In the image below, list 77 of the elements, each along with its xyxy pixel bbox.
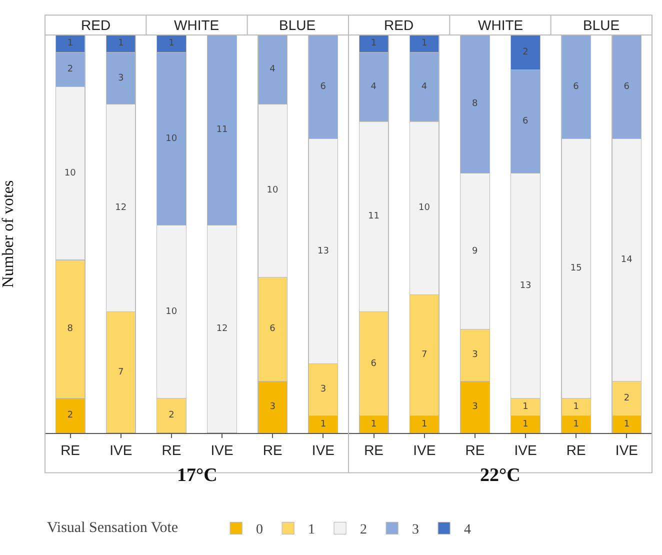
data-label: 3 bbox=[270, 402, 276, 412]
data-label: 1 bbox=[522, 419, 528, 430]
data-label: 1 bbox=[522, 402, 528, 412]
x-tick-label: RE bbox=[465, 442, 485, 458]
data-label: 3 bbox=[472, 350, 478, 360]
text: 17°C bbox=[177, 465, 218, 486]
data-label: 1 bbox=[573, 419, 579, 430]
data-label: 1 bbox=[320, 419, 326, 430]
legend-label: 3 bbox=[412, 522, 420, 538]
data-label: 12 bbox=[115, 203, 127, 214]
x-tick-label: RE bbox=[162, 442, 182, 458]
data-label: 1 bbox=[624, 419, 630, 430]
data-label: 1 bbox=[422, 419, 428, 430]
data-label: 2 bbox=[168, 410, 174, 421]
text: 22°C bbox=[480, 465, 520, 486]
data-label: 4 bbox=[370, 82, 377, 92]
x-tick-label: IVE bbox=[514, 442, 537, 458]
text: RED bbox=[81, 17, 111, 33]
data-label: 1 bbox=[370, 38, 377, 49]
data-label: 2 bbox=[624, 393, 630, 404]
data-label: 1 bbox=[573, 402, 579, 412]
legend-label: 2 bbox=[360, 522, 368, 538]
data-label: 12 bbox=[216, 324, 228, 334]
data-label: 1 bbox=[422, 38, 428, 49]
data-label: 7 bbox=[422, 350, 428, 360]
y-axis-title: Number of votes bbox=[0, 180, 17, 288]
data-label: 1 bbox=[168, 38, 174, 49]
data-label: 1 bbox=[118, 38, 124, 49]
x-tick-label: RE bbox=[364, 442, 384, 458]
data-label: 13 bbox=[317, 246, 329, 256]
data-label: 10 bbox=[418, 203, 430, 214]
text: WHITE bbox=[174, 17, 220, 33]
text: RED bbox=[384, 17, 414, 33]
data-label: 15 bbox=[570, 264, 582, 274]
data-label: 6 bbox=[320, 82, 326, 92]
data-label: 9 bbox=[472, 246, 478, 256]
data-label: 8 bbox=[67, 324, 74, 334]
x-tick-label: RE bbox=[262, 442, 282, 458]
data-label: 8 bbox=[472, 99, 478, 110]
x-tick-label: RE bbox=[566, 442, 586, 458]
data-label: 10 bbox=[166, 134, 178, 144]
data-label: 11 bbox=[368, 212, 380, 222]
data-label: 3 bbox=[320, 384, 326, 395]
x-tick-label: IVE bbox=[312, 442, 334, 458]
x-tick-label: IVE bbox=[615, 442, 638, 458]
x-tick-label: RE bbox=[60, 442, 80, 458]
data-label: 14 bbox=[620, 254, 633, 265]
data-label: 4 bbox=[270, 64, 276, 75]
x-tick-label: IVE bbox=[110, 442, 132, 458]
data-label: 1 bbox=[370, 419, 377, 430]
data-label: 6 bbox=[624, 82, 630, 92]
text: BLUE bbox=[279, 17, 316, 33]
data-label: 2 bbox=[67, 64, 74, 75]
x-tick-label: IVE bbox=[413, 442, 436, 458]
data-label: 3 bbox=[118, 73, 124, 84]
data-label: 6 bbox=[573, 82, 580, 92]
x-tick-label: IVE bbox=[210, 442, 234, 458]
data-label: 6 bbox=[522, 116, 529, 127]
data-label: 3 bbox=[472, 402, 478, 412]
data-label: 10 bbox=[166, 306, 178, 317]
legend-label: 0 bbox=[256, 522, 264, 538]
legend-title: Visual Sensation Vote bbox=[47, 520, 208, 536]
data-label: 4 bbox=[421, 82, 428, 92]
data-label: 10 bbox=[64, 168, 76, 178]
text: BLUE bbox=[583, 17, 620, 33]
text: WHITE bbox=[478, 17, 524, 33]
data-label: 7 bbox=[118, 367, 124, 378]
data-label: 1 bbox=[67, 38, 74, 49]
data-label: 10 bbox=[266, 186, 278, 196]
data-label: 2 bbox=[67, 410, 74, 421]
data-label: 11 bbox=[216, 125, 228, 136]
data-label: 2 bbox=[522, 47, 528, 58]
data-label: 6 bbox=[370, 358, 377, 369]
data-label: 13 bbox=[520, 280, 532, 291]
legend-label: 1 bbox=[308, 522, 316, 538]
data-label: 6 bbox=[270, 324, 276, 334]
legend-label: 4 bbox=[464, 522, 472, 538]
